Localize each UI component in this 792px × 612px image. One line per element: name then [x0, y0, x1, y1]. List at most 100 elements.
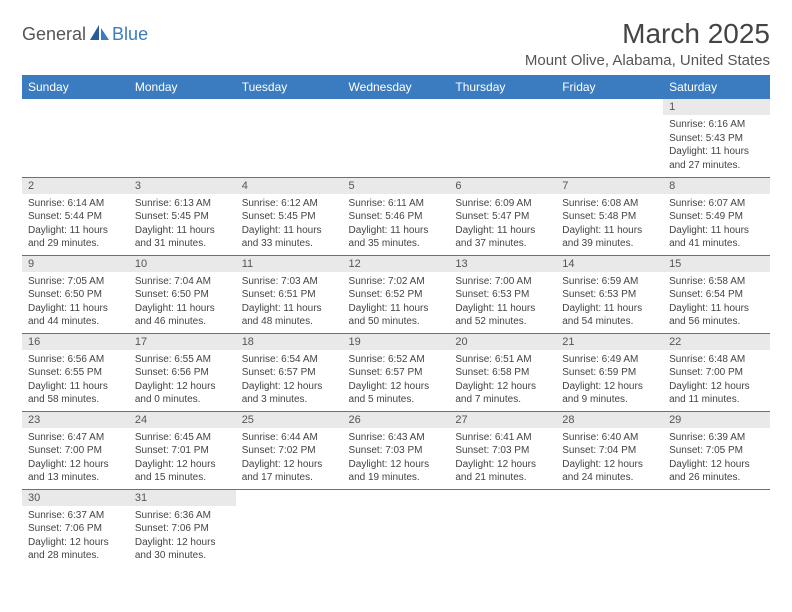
- day-details: Sunrise: 7:02 AMSunset: 6:52 PMDaylight:…: [343, 272, 450, 333]
- calendar-day-empty: [449, 99, 556, 177]
- calendar-day: 16Sunrise: 6:56 AMSunset: 6:55 PMDayligh…: [22, 333, 129, 411]
- calendar-table: SundayMondayTuesdayWednesdayThursdayFrid…: [22, 75, 770, 567]
- day-number: 17: [129, 334, 236, 350]
- day-details: Sunrise: 6:13 AMSunset: 5:45 PMDaylight:…: [129, 194, 236, 255]
- day-details: Sunrise: 7:04 AMSunset: 6:50 PMDaylight:…: [129, 272, 236, 333]
- day-details: Sunrise: 6:58 AMSunset: 6:54 PMDaylight:…: [663, 272, 770, 333]
- day-number: 24: [129, 412, 236, 428]
- logo-text-general: General: [22, 24, 86, 45]
- calendar-day: 29Sunrise: 6:39 AMSunset: 7:05 PMDayligh…: [663, 411, 770, 489]
- day-details: Sunrise: 6:43 AMSunset: 7:03 PMDaylight:…: [343, 428, 450, 489]
- day-details: Sunrise: 6:07 AMSunset: 5:49 PMDaylight:…: [663, 194, 770, 255]
- calendar-day-empty: [22, 99, 129, 177]
- calendar-day: 24Sunrise: 6:45 AMSunset: 7:01 PMDayligh…: [129, 411, 236, 489]
- calendar-day: 26Sunrise: 6:43 AMSunset: 7:03 PMDayligh…: [343, 411, 450, 489]
- calendar-day: 5Sunrise: 6:11 AMSunset: 5:46 PMDaylight…: [343, 177, 450, 255]
- day-details: Sunrise: 6:49 AMSunset: 6:59 PMDaylight:…: [556, 350, 663, 411]
- day-number: 26: [343, 412, 450, 428]
- day-details: Sunrise: 6:11 AMSunset: 5:46 PMDaylight:…: [343, 194, 450, 255]
- day-details: Sunrise: 7:03 AMSunset: 6:51 PMDaylight:…: [236, 272, 343, 333]
- day-number: 12: [343, 256, 450, 272]
- day-details: Sunrise: 6:48 AMSunset: 7:00 PMDaylight:…: [663, 350, 770, 411]
- day-number: 22: [663, 334, 770, 350]
- calendar-day-empty: [663, 489, 770, 567]
- calendar-day-empty: [343, 99, 450, 177]
- day-details: Sunrise: 6:51 AMSunset: 6:58 PMDaylight:…: [449, 350, 556, 411]
- calendar-week: 30Sunrise: 6:37 AMSunset: 7:06 PMDayligh…: [22, 489, 770, 567]
- calendar-week: 1Sunrise: 6:16 AMSunset: 5:43 PMDaylight…: [22, 99, 770, 177]
- calendar-day: 1Sunrise: 6:16 AMSunset: 5:43 PMDaylight…: [663, 99, 770, 177]
- calendar-day: 8Sunrise: 6:07 AMSunset: 5:49 PMDaylight…: [663, 177, 770, 255]
- day-details: Sunrise: 7:05 AMSunset: 6:50 PMDaylight:…: [22, 272, 129, 333]
- day-number: 7: [556, 178, 663, 194]
- calendar-day: 19Sunrise: 6:52 AMSunset: 6:57 PMDayligh…: [343, 333, 450, 411]
- calendar-day-empty: [236, 99, 343, 177]
- day-details: Sunrise: 6:56 AMSunset: 6:55 PMDaylight:…: [22, 350, 129, 411]
- day-number: 15: [663, 256, 770, 272]
- day-number: 8: [663, 178, 770, 194]
- day-details: Sunrise: 6:08 AMSunset: 5:48 PMDaylight:…: [556, 194, 663, 255]
- day-number: 16: [22, 334, 129, 350]
- day-details: Sunrise: 6:44 AMSunset: 7:02 PMDaylight:…: [236, 428, 343, 489]
- day-details: Sunrise: 6:54 AMSunset: 6:57 PMDaylight:…: [236, 350, 343, 411]
- weekday-header: Saturday: [663, 75, 770, 99]
- day-number: 13: [449, 256, 556, 272]
- calendar-week: 16Sunrise: 6:56 AMSunset: 6:55 PMDayligh…: [22, 333, 770, 411]
- header: General Blue March 2025 Mount Olive, Ala…: [22, 18, 770, 69]
- day-number: 4: [236, 178, 343, 194]
- sail-icon: [90, 25, 110, 44]
- calendar-day-empty: [556, 99, 663, 177]
- calendar-day: 20Sunrise: 6:51 AMSunset: 6:58 PMDayligh…: [449, 333, 556, 411]
- day-number: 28: [556, 412, 663, 428]
- day-number: 18: [236, 334, 343, 350]
- day-number: 14: [556, 256, 663, 272]
- month-title: March 2025: [525, 18, 770, 50]
- day-number: 10: [129, 256, 236, 272]
- calendar-day-empty: [129, 99, 236, 177]
- calendar-day-empty: [236, 489, 343, 567]
- day-number: 11: [236, 256, 343, 272]
- day-details: Sunrise: 6:36 AMSunset: 7:06 PMDaylight:…: [129, 506, 236, 567]
- calendar-day: 6Sunrise: 6:09 AMSunset: 5:47 PMDaylight…: [449, 177, 556, 255]
- day-details: Sunrise: 6:47 AMSunset: 7:00 PMDaylight:…: [22, 428, 129, 489]
- day-details: Sunrise: 6:59 AMSunset: 6:53 PMDaylight:…: [556, 272, 663, 333]
- calendar-day: 4Sunrise: 6:12 AMSunset: 5:45 PMDaylight…: [236, 177, 343, 255]
- day-number: 27: [449, 412, 556, 428]
- calendar-day: 7Sunrise: 6:08 AMSunset: 5:48 PMDaylight…: [556, 177, 663, 255]
- calendar-day-empty: [343, 489, 450, 567]
- day-details: Sunrise: 6:14 AMSunset: 5:44 PMDaylight:…: [22, 194, 129, 255]
- day-number: 29: [663, 412, 770, 428]
- calendar-day: 22Sunrise: 6:48 AMSunset: 7:00 PMDayligh…: [663, 333, 770, 411]
- calendar-day: 15Sunrise: 6:58 AMSunset: 6:54 PMDayligh…: [663, 255, 770, 333]
- calendar-day: 3Sunrise: 6:13 AMSunset: 5:45 PMDaylight…: [129, 177, 236, 255]
- day-details: Sunrise: 6:52 AMSunset: 6:57 PMDaylight:…: [343, 350, 450, 411]
- calendar-day: 11Sunrise: 7:03 AMSunset: 6:51 PMDayligh…: [236, 255, 343, 333]
- calendar-day: 25Sunrise: 6:44 AMSunset: 7:02 PMDayligh…: [236, 411, 343, 489]
- calendar-week: 9Sunrise: 7:05 AMSunset: 6:50 PMDaylight…: [22, 255, 770, 333]
- logo: General Blue: [22, 24, 148, 45]
- day-details: Sunrise: 6:16 AMSunset: 5:43 PMDaylight:…: [663, 115, 770, 176]
- calendar-day: 23Sunrise: 6:47 AMSunset: 7:00 PMDayligh…: [22, 411, 129, 489]
- calendar-day: 10Sunrise: 7:04 AMSunset: 6:50 PMDayligh…: [129, 255, 236, 333]
- day-number: 21: [556, 334, 663, 350]
- day-number: 3: [129, 178, 236, 194]
- calendar-header-row: SundayMondayTuesdayWednesdayThursdayFrid…: [22, 75, 770, 99]
- calendar-week: 23Sunrise: 6:47 AMSunset: 7:00 PMDayligh…: [22, 411, 770, 489]
- calendar-day: 9Sunrise: 7:05 AMSunset: 6:50 PMDaylight…: [22, 255, 129, 333]
- calendar-day: 18Sunrise: 6:54 AMSunset: 6:57 PMDayligh…: [236, 333, 343, 411]
- day-number: 9: [22, 256, 129, 272]
- day-number: 30: [22, 490, 129, 506]
- day-details: Sunrise: 7:00 AMSunset: 6:53 PMDaylight:…: [449, 272, 556, 333]
- day-number: 6: [449, 178, 556, 194]
- day-details: Sunrise: 6:12 AMSunset: 5:45 PMDaylight:…: [236, 194, 343, 255]
- calendar-day: 17Sunrise: 6:55 AMSunset: 6:56 PMDayligh…: [129, 333, 236, 411]
- title-block: March 2025 Mount Olive, Alabama, United …: [525, 18, 770, 69]
- weekday-header: Wednesday: [343, 75, 450, 99]
- day-details: Sunrise: 6:39 AMSunset: 7:05 PMDaylight:…: [663, 428, 770, 489]
- day-number: 20: [449, 334, 556, 350]
- location: Mount Olive, Alabama, United States: [525, 52, 770, 69]
- calendar-day: 28Sunrise: 6:40 AMSunset: 7:04 PMDayligh…: [556, 411, 663, 489]
- calendar-day: 30Sunrise: 6:37 AMSunset: 7:06 PMDayligh…: [22, 489, 129, 567]
- day-details: Sunrise: 6:40 AMSunset: 7:04 PMDaylight:…: [556, 428, 663, 489]
- calendar-day: 27Sunrise: 6:41 AMSunset: 7:03 PMDayligh…: [449, 411, 556, 489]
